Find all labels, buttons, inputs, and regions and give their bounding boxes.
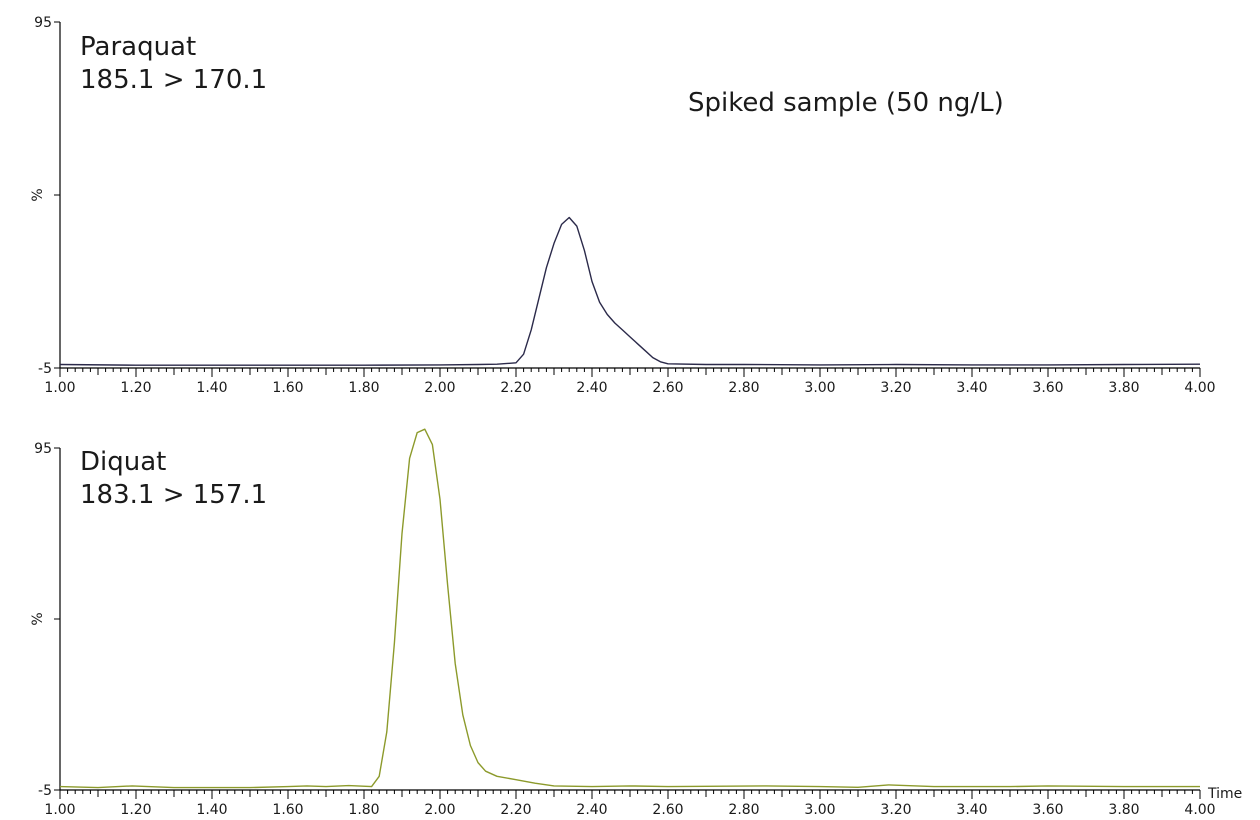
panel2-xtick-label: 3.00 xyxy=(804,802,835,818)
panel1-series-line xyxy=(59,216,1201,366)
panel1-xtick-label: 1.80 xyxy=(348,380,379,396)
panel2-transition-label: 183.1 > 157.1 xyxy=(80,480,267,510)
panel2-xtick-label: 1.00 xyxy=(44,802,75,818)
panel2-ytick-label: 95 xyxy=(34,441,52,457)
panel2-xtick-label: 2.80 xyxy=(728,802,759,818)
panel1-xtick-label: 1.00 xyxy=(44,380,75,396)
panel1-xtick-label: 3.20 xyxy=(880,380,911,396)
panel1-transition-label: 185.1 > 170.1 xyxy=(80,65,267,95)
panel1-xtick-label: 3.80 xyxy=(1108,380,1139,396)
panel1-ytick-label: 95 xyxy=(34,15,52,31)
panel1-xtick-label: 2.40 xyxy=(576,380,607,396)
panel1-xtick-label: 2.60 xyxy=(652,380,683,396)
panel2-xtick-label: 1.40 xyxy=(196,802,227,818)
panel2-xtick-label: 1.60 xyxy=(272,802,303,818)
panel1-xtick-label: 2.00 xyxy=(424,380,455,396)
panel2-ytick-label: -5 xyxy=(38,783,52,799)
panel2-xtick-label: 3.60 xyxy=(1032,802,1063,818)
panel2-xtick-label: 2.40 xyxy=(576,802,607,818)
panel2-xtick-label: 3.80 xyxy=(1108,802,1139,818)
panel2-xtick-label: 3.40 xyxy=(956,802,987,818)
panel1-xtick-label: 1.40 xyxy=(196,380,227,396)
panel1-sample-label: Spiked sample (50 ng/L) xyxy=(688,88,1004,118)
panel2-xtick-label: 4.00 xyxy=(1184,802,1215,818)
panel2-xtick-label: 2.60 xyxy=(652,802,683,818)
panel2-xtick-label: 2.00 xyxy=(424,802,455,818)
panel1-xtick-label: 3.60 xyxy=(1032,380,1063,396)
panel2-x-axis-title: Time xyxy=(1207,786,1242,802)
panel2-xtick-label: 2.20 xyxy=(500,802,531,818)
panel2-xtick-label: 3.20 xyxy=(880,802,911,818)
panel1-ytick-label: -5 xyxy=(38,361,52,377)
panel1-xtick-label: 3.40 xyxy=(956,380,987,396)
panel2-xtick-label: 1.20 xyxy=(120,802,151,818)
panel1-xtick-label: 1.60 xyxy=(272,380,303,396)
panel1-xtick-label: 3.00 xyxy=(804,380,835,396)
panel1-compound-label: Paraquat xyxy=(80,32,196,62)
panel1-xtick-label: 2.20 xyxy=(500,380,531,396)
panel1-y-axis-title: % xyxy=(30,188,46,201)
panel1-xtick-label: 2.80 xyxy=(728,380,759,396)
panel2-series-line xyxy=(59,428,1200,789)
panel2-xtick-label: 1.80 xyxy=(348,802,379,818)
panel2-compound-label: Diquat xyxy=(80,447,166,477)
panel1-xtick-label: 4.00 xyxy=(1184,380,1215,396)
panel1-xtick-label: 1.20 xyxy=(120,380,151,396)
panel2-y-axis-title: % xyxy=(30,612,46,625)
